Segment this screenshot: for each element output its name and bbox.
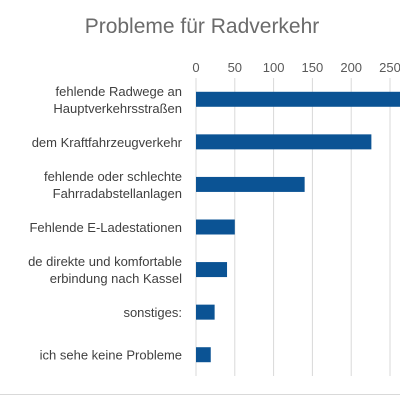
x-tick-label-0: 0 xyxy=(192,60,199,75)
category-label-4-line-1: Fehlende E-Ladestationen xyxy=(29,220,182,235)
bar-6 xyxy=(196,304,215,320)
bar-1 xyxy=(196,91,400,107)
bar-7 xyxy=(196,347,211,363)
category-label-7-line-1: ich sehe keine Probleme xyxy=(40,348,182,363)
category-label-3-line-1: fehlende oder schlechte xyxy=(44,169,182,184)
bar-5 xyxy=(196,262,228,278)
chart-title: Probleme für Radverkehr xyxy=(85,15,320,38)
category-label-1-line-2: Hauptverkehrsstraßen xyxy=(53,101,182,116)
category-label-1-line-1: fehlende Radwege an xyxy=(56,84,183,99)
category-label-3-line-2: Fahrradabstellanlagen xyxy=(53,186,182,201)
bar-2 xyxy=(196,134,372,150)
x-tick-label-100: 100 xyxy=(263,60,285,75)
bars xyxy=(196,91,400,363)
x-tick-label-50: 50 xyxy=(228,60,242,75)
grid-layer xyxy=(195,78,391,376)
category-label-5-line-2: erbindung nach Kassel xyxy=(50,271,182,286)
bar-3 xyxy=(196,176,305,192)
x-axis-ticks: 0 50 100 150 200 250 xyxy=(192,60,400,75)
x-tick-label-250: 250 xyxy=(379,60,400,75)
x-tick-label-150: 150 xyxy=(302,60,324,75)
x-tick-label-200: 200 xyxy=(340,60,362,75)
category-labels: fehlende Radwege an Hauptverkehrsstraßen d… xyxy=(28,84,183,363)
category-label-2-line-1: dem Kraftfahrzeugverkehr xyxy=(32,135,183,150)
bottom-rule xyxy=(0,394,400,395)
bar-4 xyxy=(196,219,235,235)
category-label-5-line-1: de direkte und komfortable xyxy=(28,254,182,269)
category-label-6-line-1: sonstiges: xyxy=(123,305,182,320)
